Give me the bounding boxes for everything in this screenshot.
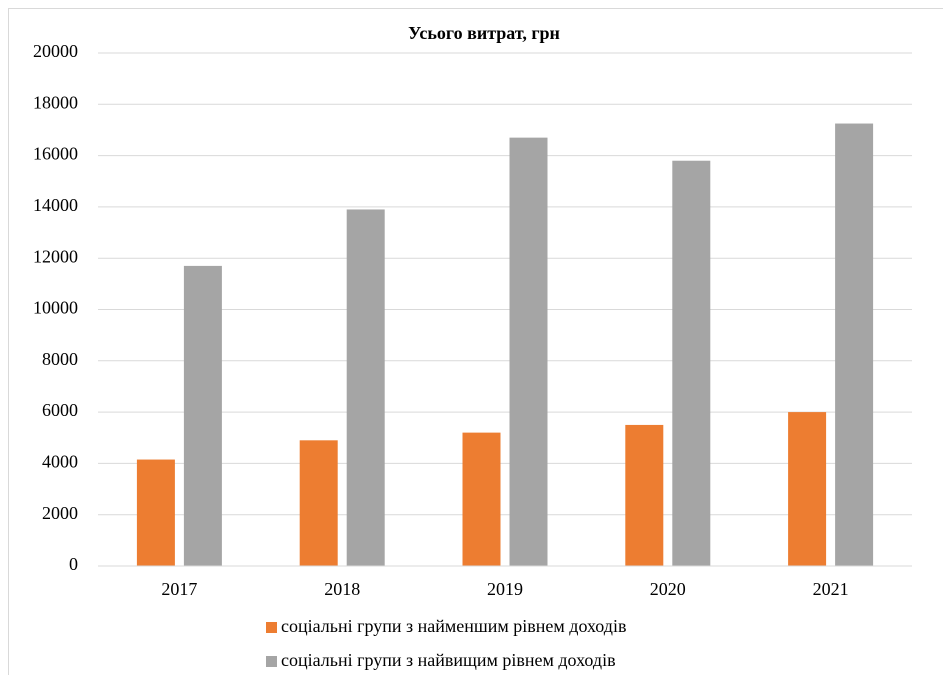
- chart-title: Усього витрат, грн: [408, 23, 560, 43]
- bar: [835, 123, 874, 566]
- x-tick-label: 2021: [813, 579, 849, 599]
- y-tick-label: 0: [69, 554, 78, 574]
- x-tick-label: 2019: [487, 579, 523, 599]
- bar: [509, 137, 548, 566]
- x-tick-label: 2017: [161, 579, 197, 599]
- y-tick-label: 8000: [42, 349, 78, 369]
- bar: [788, 412, 827, 566]
- y-tick-label: 16000: [33, 144, 78, 164]
- y-tick-label: 10000: [33, 298, 78, 318]
- legend-swatch: [266, 656, 277, 667]
- bar: [672, 160, 711, 567]
- bar: [136, 459, 175, 566]
- bar: [183, 265, 222, 566]
- legend-label: соціальні групи з найменшим рівнем доход…: [281, 616, 626, 636]
- legend-label: соціальні групи з найвищим рівнем доході…: [281, 650, 616, 670]
- x-tick-label: 2018: [324, 579, 360, 599]
- y-tick-label: 4000: [42, 452, 78, 472]
- y-tick-label: 14000: [33, 195, 78, 215]
- bar: [462, 432, 501, 566]
- y-tick-label: 18000: [33, 92, 78, 112]
- x-tick-label: 2020: [650, 579, 686, 599]
- y-tick-label: 2000: [42, 503, 78, 523]
- y-tick-label: 6000: [42, 400, 78, 420]
- y-tick-label: 20000: [33, 41, 78, 61]
- bar: [625, 424, 664, 566]
- y-tick-label: 12000: [33, 246, 78, 266]
- chart-frame: [8, 8, 943, 675]
- bar: [346, 209, 385, 566]
- legend-swatch: [266, 622, 277, 633]
- bar: [299, 440, 338, 566]
